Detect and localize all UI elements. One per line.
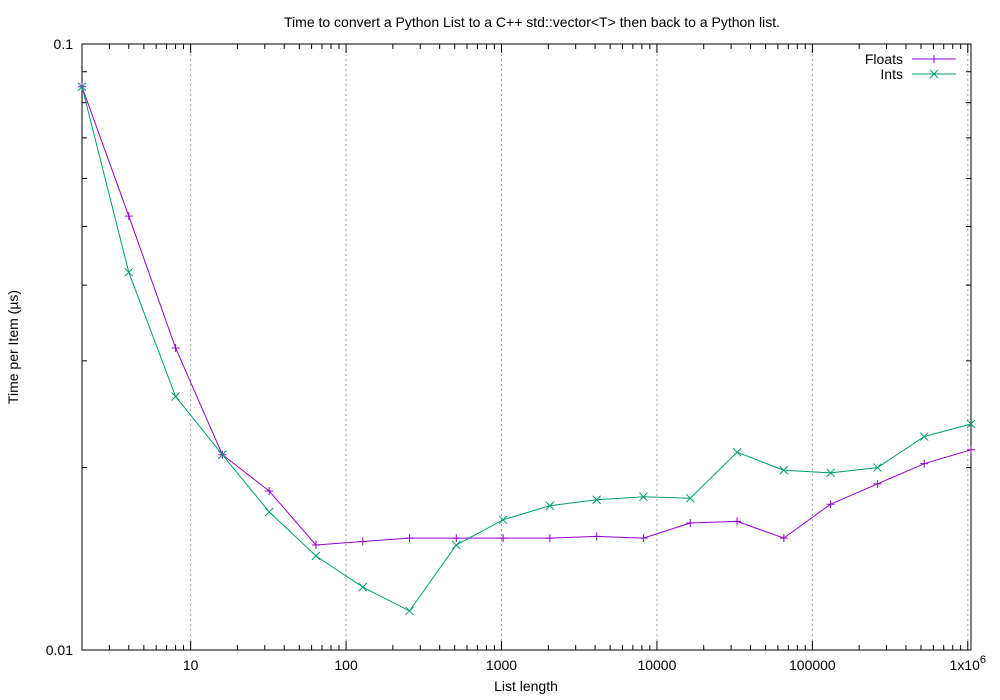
series-floats [78,82,975,550]
x-tick-label: 10000 [637,657,676,673]
data-point-ints [77,82,87,92]
data-point-ints [498,515,508,525]
data-point-floats [171,344,180,353]
data-point-ints [545,501,555,511]
x-tick-label: 100 [334,657,358,673]
data-point-floats [358,537,367,546]
data-point-ints [405,606,414,616]
data-point-floats [920,459,929,468]
data-point-floats [826,500,835,509]
legend-label: Ints [880,66,903,82]
tick-label-layer: 10 100 1000 10000 100000 1x106 0.01 0.1 [46,36,986,673]
plot-frame [81,43,972,651]
data-point-ints [639,492,648,502]
data-point-floats [265,486,274,495]
data-point-floats [405,534,414,543]
chart-title: Time to convert a Python List to a C++ s… [284,14,780,30]
legend-marker [930,55,938,63]
y-axis-label: Time per Item (µs) [5,290,21,404]
data-point-ints [171,392,180,401]
data-point-ints [826,468,835,478]
data-point-floats [686,519,695,528]
data-point-ints [358,582,368,592]
data-point-floats [873,479,882,488]
y-tick-label: 0.01 [46,642,73,658]
x-tick-label: 1x106 [950,654,986,673]
legend-label: Floats [865,51,903,67]
data-point-ints [218,450,227,460]
x-tick-label: 1000 [486,657,517,673]
data-point-ints [873,463,882,472]
legend-marker [929,69,939,79]
data-point-ints [966,419,976,429]
data-point-ints [779,465,789,475]
data-point-ints [732,447,742,457]
tick-layer [81,43,971,651]
data-point-floats [639,534,648,543]
data-point-floats [545,534,554,543]
x-tick-label: 100000 [789,657,836,673]
data-point-floats [124,212,133,221]
data-point-ints [685,493,695,503]
x-tick-label: 10 [183,657,199,673]
y-tick-label: 0.1 [54,36,74,52]
legend-item-floats: Floats [865,51,956,67]
data-point-ints [124,267,134,277]
data-point-ints [919,432,929,441]
series-ints [77,82,976,616]
series-layer [77,82,976,616]
series-line-floats [81,86,972,546]
data-point-floats [311,541,320,550]
grid-layer [190,44,969,650]
data-point-ints [451,540,461,550]
data-point-floats [733,517,742,526]
data-point-floats [592,532,601,541]
series-line-ints [81,86,972,612]
x-axis-label: List length [494,678,558,694]
data-point-ints [311,551,321,561]
data-point-floats [452,534,461,543]
data-point-floats [779,534,788,543]
legend-item-ints: Ints [880,66,956,82]
data-point-ints [592,495,602,505]
data-point-floats [499,534,508,543]
data-point-floats [967,445,975,454]
data-point-ints [264,507,274,517]
